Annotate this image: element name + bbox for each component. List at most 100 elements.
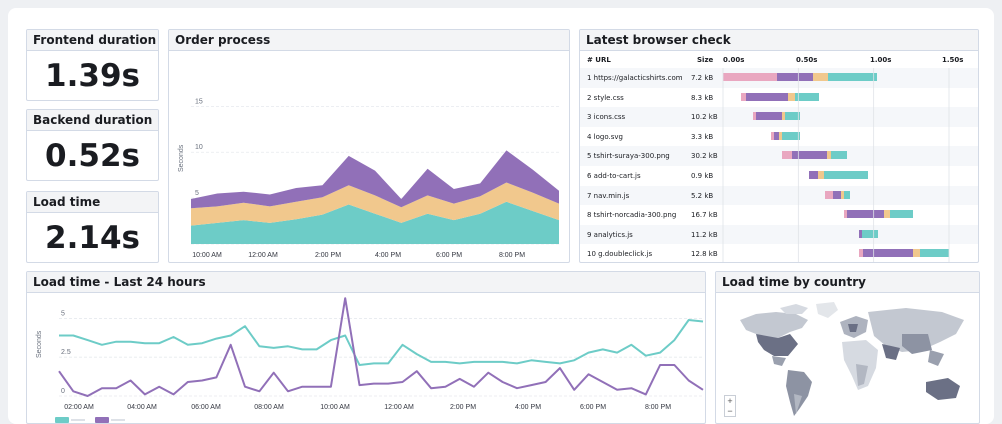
timing-segment (778, 131, 782, 140)
waterfall-row[interactable]: 3 icons.css 10.2 kB (580, 107, 978, 127)
x-tick-label: 10:00 AM (320, 404, 350, 411)
header-t0: 0.00s (723, 56, 745, 64)
waterfall-row[interactable]: 9 analytics.js 11.2 kB (580, 224, 978, 245)
timing-segment (774, 131, 779, 140)
x-tick-label: 12:00 AM (384, 404, 414, 411)
legend-label-placeholder (71, 419, 85, 421)
x-tick-label: 8:00 PM (499, 252, 525, 259)
timing-segment (825, 190, 833, 199)
order-process-panel: Order process 051015Seconds10:00 AM12:00… (168, 29, 570, 263)
area-series-1 (191, 201, 559, 244)
metric-value: 0.52s (45, 138, 140, 174)
map-zoom-control[interactable]: + − (724, 395, 736, 417)
timing-segment (858, 229, 862, 238)
line-series-2 (58, 297, 704, 397)
waterfall-row[interactable]: 10 g.doubleclick.js 12.8 kB (580, 244, 978, 262)
resource-url: 7 nav.min.js (587, 191, 630, 200)
greenland[interactable] (816, 302, 838, 318)
timing-segment (846, 210, 885, 219)
waterfall-row[interactable]: 4 logo.svg 3.3 kB (580, 127, 978, 147)
resource-size: 12.8 kB (691, 250, 718, 259)
zoom-in-button[interactable]: + (727, 396, 733, 406)
x-tick-label: 6:00 PM (436, 252, 462, 259)
timing-segment (890, 210, 913, 219)
waterfall-row[interactable]: 6 add-to-cart.js 0.9 kB (580, 166, 978, 186)
waterfall-rows: 1 https://galacticshirts.com 7.2 kB 2 styl… (580, 68, 978, 262)
backend-duration-panel: Backend duration 0.52s (26, 109, 159, 181)
timing-segment (826, 151, 832, 160)
north-america[interactable] (740, 304, 808, 366)
resource-size: 10.2 kB (691, 113, 718, 122)
asia[interactable] (868, 308, 964, 366)
y-tick-label: 5 (195, 190, 199, 197)
y-tick-label: 10 (195, 144, 203, 151)
timing-segment (781, 131, 800, 140)
header-t1: 0.50s (796, 56, 818, 64)
timing-segment (828, 73, 877, 81)
x-tick-label: 2:00 PM (450, 404, 476, 411)
load-time-panel: Load time 2.14s (26, 191, 159, 263)
waterfall-row[interactable]: 1 https://galacticshirts.com 7.2 kB (580, 68, 978, 88)
timing-segment (863, 249, 913, 258)
x-tick-label: 06:00 AM (191, 404, 221, 411)
timing-segment (840, 190, 844, 199)
load-time-24h-panel: Load time - Last 24 hours 0 2.5 5 Seconds 02… (26, 271, 706, 424)
legend-swatch (55, 417, 69, 423)
timing-segment (843, 210, 847, 219)
timing-segment (843, 190, 850, 199)
timing-segment (756, 112, 782, 121)
country-map-panel: Load time by country (715, 271, 980, 424)
waterfall-row[interactable]: 7 nav.min.js 5.2 kB (580, 185, 978, 206)
south-america[interactable] (786, 370, 812, 416)
timing-segment (771, 131, 775, 140)
resource-size: 16.7 kB (691, 211, 718, 220)
timing-segment (808, 170, 818, 179)
x-tick-label: 04:00 AM (127, 404, 157, 411)
zoom-out-button[interactable]: − (727, 406, 733, 416)
europe[interactable] (840, 316, 868, 338)
timing-segment (920, 249, 949, 258)
timing-segment (777, 73, 814, 81)
timing-segment (831, 151, 847, 160)
x-tick-label: 4:00 PM (515, 404, 541, 411)
header-size: Size (697, 56, 714, 64)
resource-url: 10 g.doubleclick.js (587, 250, 653, 259)
resource-size: 30.2 kB (691, 152, 718, 161)
waterfall-row[interactable]: 5 tshirt-suraya-300.png 30.2 kB (580, 146, 978, 166)
waterfall-table: # URL Size 0.00s 0.50s 1.00s 1.50s 1 htt… (580, 52, 978, 262)
y-axis-label: Seconds (36, 330, 43, 358)
panel-title: Frontend duration (27, 30, 158, 51)
resource-url: 1 https://galacticshirts.com (587, 74, 683, 82)
x-tick-label: 6:00 PM (580, 404, 606, 411)
australia[interactable] (926, 378, 960, 400)
timing-segment (823, 170, 868, 179)
timing-segment (792, 151, 827, 160)
resource-url: 2 style.css (587, 93, 624, 102)
timing-segment (781, 151, 793, 160)
resource-url: 5 tshirt-suraya-300.png (587, 152, 670, 161)
resource-size: 7.2 kB (691, 74, 714, 82)
x-tick-label: 08:00 AM (254, 404, 284, 411)
area-series-2 (191, 182, 559, 226)
timing-segment (753, 112, 757, 121)
waterfall-row[interactable]: 2 style.css 8.3 kB (580, 88, 978, 108)
metric-value: 1.39s (45, 58, 140, 94)
timing-segment (817, 170, 824, 179)
y-tick-label: 5 (61, 310, 65, 317)
world-map[interactable] (716, 294, 979, 422)
africa[interactable] (842, 340, 878, 390)
timing-segment (912, 249, 921, 258)
timing-segment (741, 92, 746, 101)
legend-label-placeholder (111, 419, 125, 421)
resource-url: 9 analytics.js (587, 230, 633, 239)
timing-segment (787, 92, 796, 101)
timing-segment (832, 190, 841, 199)
resource-size: 0.9 kB (691, 171, 714, 180)
waterfall-row[interactable]: 8 tshirt-norcadia-300.png 16.7 kB (580, 205, 978, 225)
x-tick-label: 4:00 PM (375, 252, 401, 259)
timing-segment (813, 73, 829, 81)
timing-segment (858, 249, 864, 258)
resource-size: 8.3 kB (691, 93, 714, 102)
x-tick-label: 8:00 PM (645, 404, 671, 411)
header-t2: 1.00s (870, 56, 892, 64)
